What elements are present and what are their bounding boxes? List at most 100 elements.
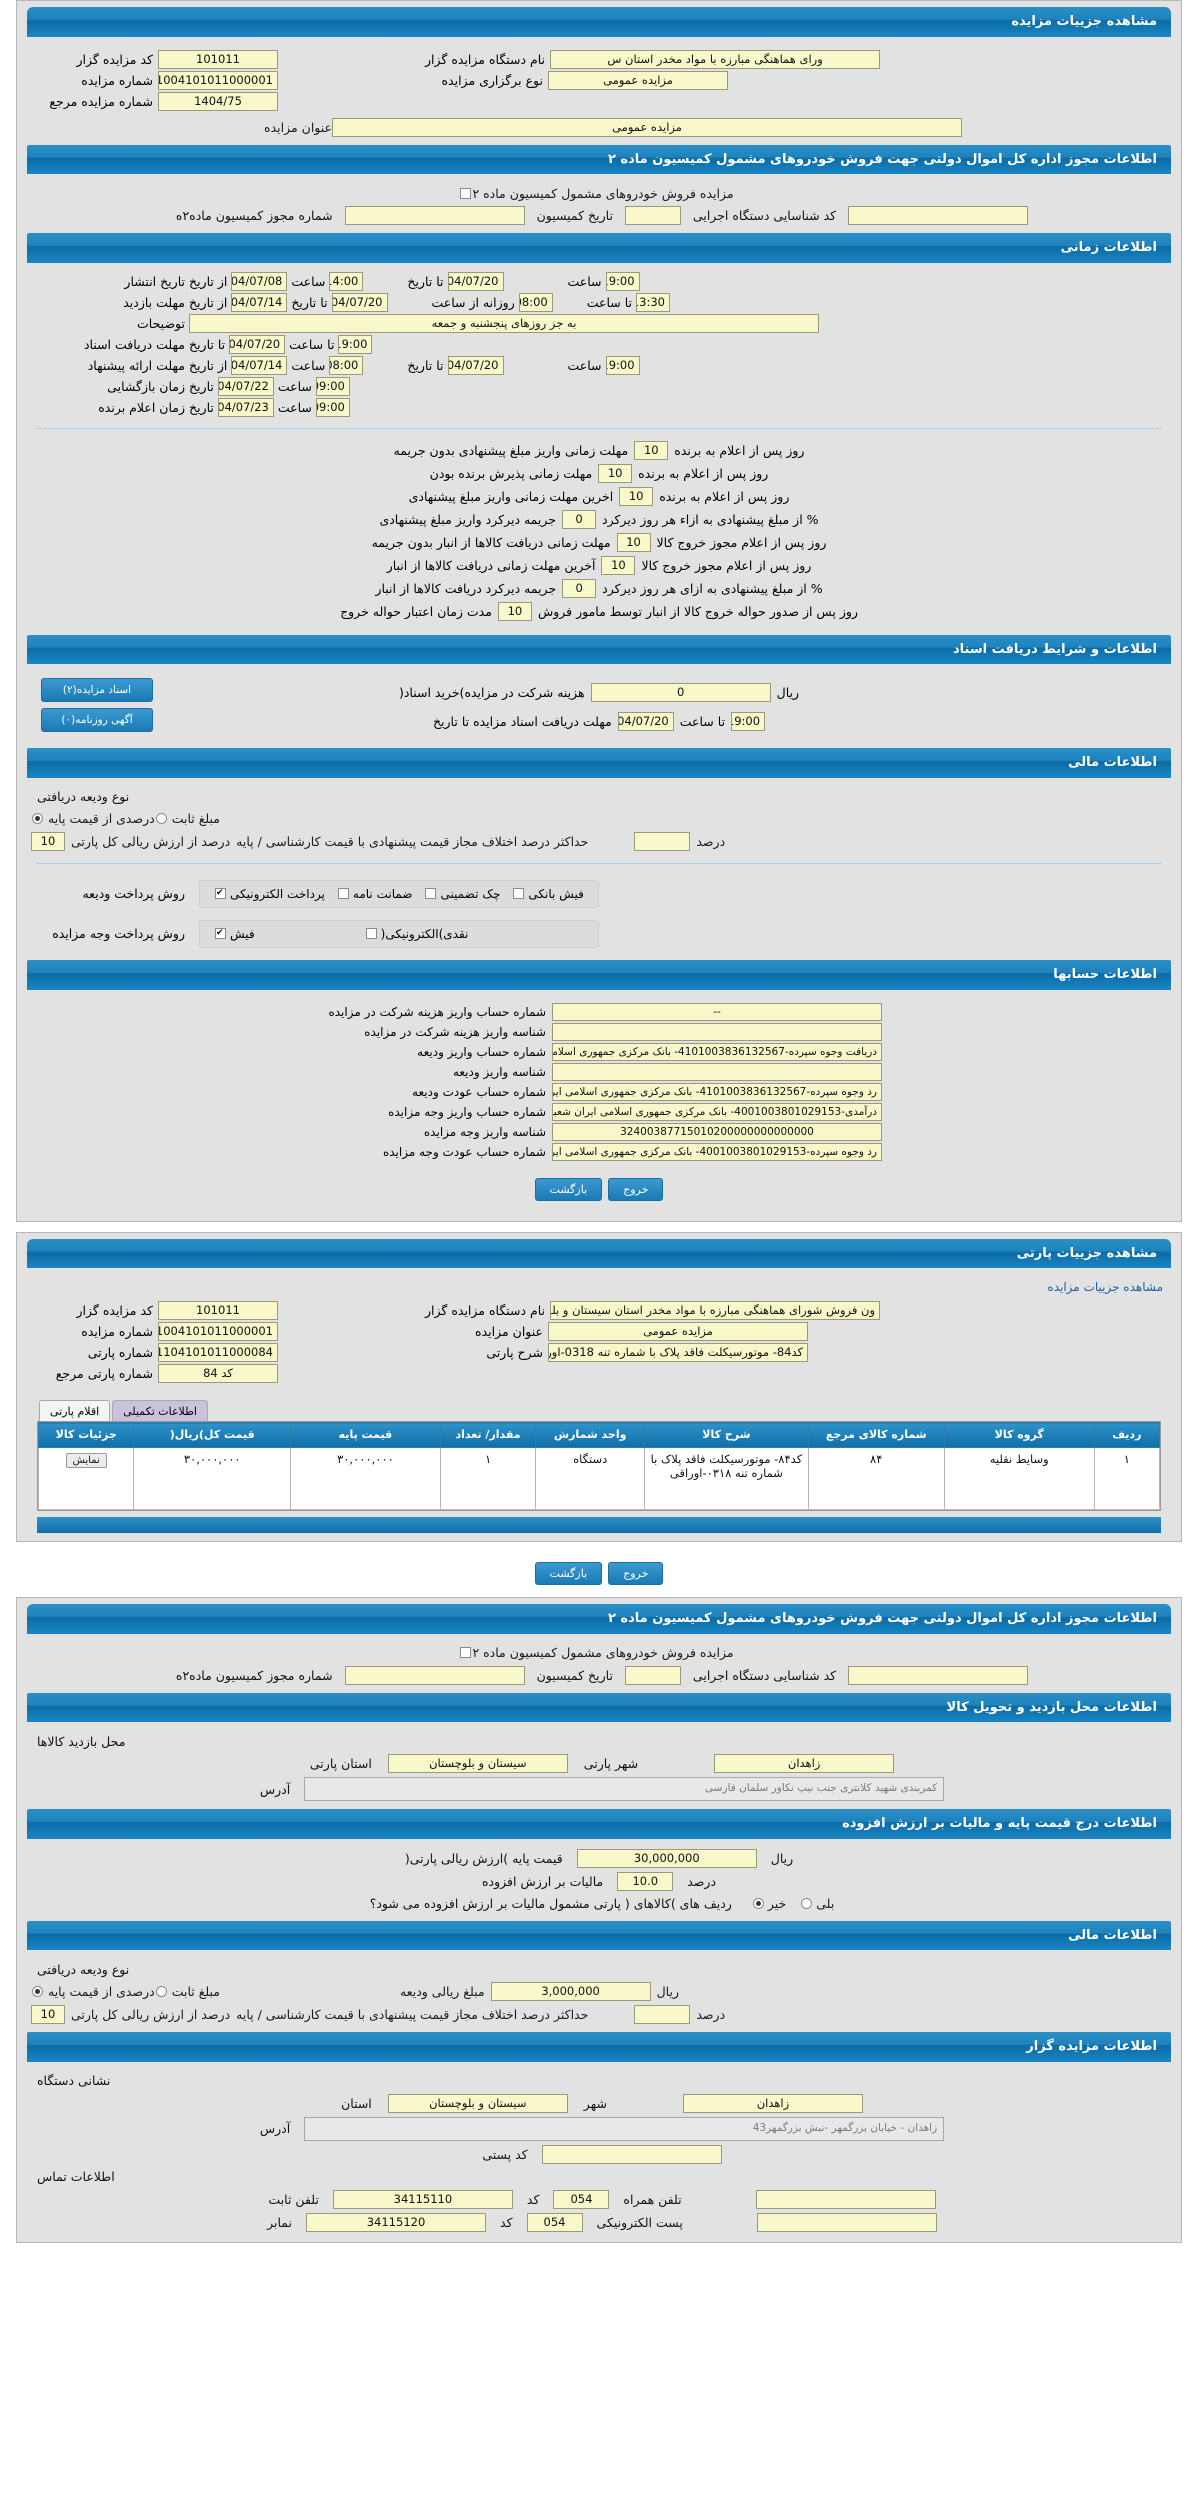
payment-cash-checkbox[interactable]	[365, 928, 377, 940]
account-value[interactable]	[552, 1022, 882, 1041]
back-button-2[interactable]: بازگشت	[534, 1561, 603, 1585]
percent-option[interactable]: درصدی از قیمت پایه	[31, 811, 155, 826]
bottom-percent-value[interactable]: 10	[31, 2005, 65, 2025]
bottom-permit-value[interactable]	[344, 1665, 525, 1685]
payment-receipt-checkbox[interactable]	[215, 928, 226, 940]
winner-hour-value[interactable]: 09:00	[315, 397, 350, 417]
base-price-value[interactable]: 30,000,000	[576, 1848, 757, 1868]
tab-additional-info[interactable]: اطلاعات تکمیلی	[112, 1400, 208, 1422]
organizer-address-value[interactable]: زاهدان - خیابان بزرگمهر -نبش بزرگمهر43	[304, 2116, 945, 2141]
exit-button-2[interactable]: خروج	[608, 1561, 664, 1585]
account-value[interactable]: دریافت وجوه سپرده-4101003836132567- بانک…	[552, 1042, 882, 1061]
auction-type-value[interactable]: مزایده عمومی	[548, 70, 728, 90]
visit-daily-to-value[interactable]: 13:30	[636, 292, 671, 312]
publish-from-date[interactable]: 1404/07/08	[231, 271, 288, 291]
vat-yes-radio[interactable]	[801, 1898, 813, 1910]
bottom-commission-checkbox[interactable]	[460, 1647, 472, 1658]
payment-option-receipt[interactable]: فیش	[214, 927, 255, 941]
docs-to-date[interactable]: 1404/07/20	[229, 334, 286, 354]
offer-to-date[interactable]: 1404/07/20	[447, 355, 504, 375]
party-auction-no-value[interactable]: 1004101011000001	[158, 1322, 278, 1342]
penalty-value[interactable]: 10	[634, 440, 669, 460]
commission-exec-id-value[interactable]	[848, 206, 1029, 226]
organizer-fax-value[interactable]: 34115120	[306, 2212, 487, 2232]
auction-org-value[interactable]: ورای هماهنگی مبارزه با مواد مخدر استان س	[550, 49, 881, 69]
vat-no-option[interactable]: خیر	[752, 1896, 786, 1911]
tab-party-items[interactable]: اقلام پارتی	[39, 1400, 111, 1422]
auction-title-value[interactable]: مزایده عمومی	[332, 117, 962, 137]
commission-permit-value[interactable]	[344, 206, 525, 226]
bottom-maxdiff-value[interactable]	[634, 2005, 691, 2025]
deposit-electronic-checkbox[interactable]	[215, 888, 226, 900]
bottom-percent-radio[interactable]	[32, 1986, 43, 1998]
offer-to-hour-value[interactable]: 19:00	[605, 355, 640, 375]
publish-hour-value[interactable]: 14:00	[329, 271, 364, 291]
visit-to-date[interactable]: 1404/07/20	[331, 292, 388, 312]
penalty-value[interactable]: 10	[601, 555, 636, 575]
back-button[interactable]: بازگشت	[534, 1177, 603, 1201]
organizer-landline-value[interactable]: 34115110	[332, 2189, 513, 2209]
maxdiff-value[interactable]	[634, 831, 691, 851]
account-value[interactable]: 32400387715010200000000000000	[552, 1122, 882, 1141]
vat-no-radio[interactable]	[752, 1898, 764, 1910]
visit-city-value[interactable]: زاهدان	[714, 1754, 895, 1774]
organizer-postal-value[interactable]	[541, 2144, 722, 2164]
payment-option-cash[interactable]: نقدی)الکترونیکی(	[365, 927, 468, 941]
docs-hour-value[interactable]: 19:00	[338, 334, 373, 354]
fixed-radio[interactable]	[155, 813, 167, 825]
party-title-value[interactable]: مزایده عمومی	[548, 1322, 808, 1342]
organizer-fax-code[interactable]: 054	[526, 2212, 583, 2232]
docs-deadline-hour[interactable]: 19:00	[731, 712, 766, 732]
auction-ref-number-value[interactable]: 1404/75	[158, 91, 278, 111]
account-value[interactable]: --	[552, 1002, 882, 1021]
show-details-button[interactable]: نمایش	[65, 1452, 107, 1468]
organizer-mobile-value[interactable]	[755, 2189, 936, 2209]
deposit-option-receipt[interactable]: فیش بانکی	[512, 887, 584, 901]
deposit-option-electronic[interactable]: پرداخت الکترونیکی	[214, 887, 325, 901]
penalty-value[interactable]: 0	[562, 578, 597, 598]
docs-cost-value[interactable]: 0	[590, 683, 771, 703]
percent-radio[interactable]	[32, 813, 43, 825]
penalty-value[interactable]: 10	[497, 601, 532, 621]
exit-button[interactable]: خروج	[608, 1177, 664, 1201]
party-desc-value[interactable]: کد84- موتورسیکلت فاقد پلاک با شماره تنه …	[548, 1343, 808, 1363]
auction-number-value[interactable]: 1004101011000001	[158, 70, 278, 90]
visit-address-value[interactable]: کمربندی شهید کلانتری جنب نیپ نکاور سلمان…	[304, 1777, 945, 1802]
organizer-landline-code[interactable]: 054	[553, 2189, 610, 2209]
newspaper-ads-button[interactable]: آگهی روزنامه(٠)	[41, 708, 153, 733]
fixed-option[interactable]: مبلغ ثابت	[155, 811, 220, 826]
vat-value[interactable]: 10.0	[617, 1871, 674, 1891]
winner-date-value[interactable]: 1404/07/23	[217, 397, 274, 417]
deposit-guarantee-checkbox[interactable]	[337, 888, 349, 900]
deposit-amount-value[interactable]: 3,000,000	[490, 1982, 651, 2002]
penalty-value[interactable]: 10	[598, 463, 633, 483]
commission-date-value[interactable]	[624, 206, 681, 226]
party-code-value[interactable]: 101011	[158, 1301, 278, 1321]
open-hour-value[interactable]: 09:00	[315, 376, 350, 396]
percent-value[interactable]: 10	[31, 831, 65, 851]
offer-from-date[interactable]: 1404/07/14	[231, 355, 288, 375]
deposit-option-check[interactable]: چک تضمینی	[424, 887, 500, 901]
organizer-city-value[interactable]: زاهدان	[682, 2093, 863, 2113]
account-value[interactable]: رد وجوه سپرده-4101003836132567- بانک مرک…	[552, 1082, 882, 1101]
publish-to-date[interactable]: 1404/07/20	[447, 271, 504, 291]
party-ref-value[interactable]: کد 84	[158, 1364, 278, 1384]
visit-province-value[interactable]: سیستان و بلوچستان	[387, 1754, 568, 1774]
commission-checkbox[interactable]	[460, 187, 472, 199]
bottom-percent-option[interactable]: درصدی از قیمت پایه	[31, 1984, 155, 1999]
visit-daily-from-value[interactable]: 08:00	[518, 292, 553, 312]
visit-from-date[interactable]: 1404/07/14	[231, 292, 288, 312]
account-value[interactable]	[552, 1062, 882, 1081]
party-org-value[interactable]: ون فروش شورای هماهنگی مبارزه با مواد مخد…	[550, 1301, 881, 1321]
deposit-receipt-checkbox[interactable]	[513, 888, 525, 900]
offer-hour-value[interactable]: 08:00	[329, 355, 364, 375]
bottom-exec-id-value[interactable]	[848, 1665, 1029, 1685]
bottom-commission-date-value[interactable]	[624, 1665, 681, 1685]
time-notes-value[interactable]: به جز روزهای پنجشنبه و جمعه	[189, 313, 819, 333]
organizer-email-value[interactable]	[756, 2212, 937, 2232]
penalty-value[interactable]: 0	[562, 509, 597, 529]
account-value[interactable]: رد وجوه سپرده-4001003801029153- بانک مرک…	[552, 1142, 882, 1161]
party-no-value[interactable]: 1104101011000084	[158, 1343, 278, 1363]
organizer-province-value[interactable]: سیستان و بلوچستان	[387, 2093, 568, 2113]
penalty-value[interactable]: 10	[616, 532, 651, 552]
